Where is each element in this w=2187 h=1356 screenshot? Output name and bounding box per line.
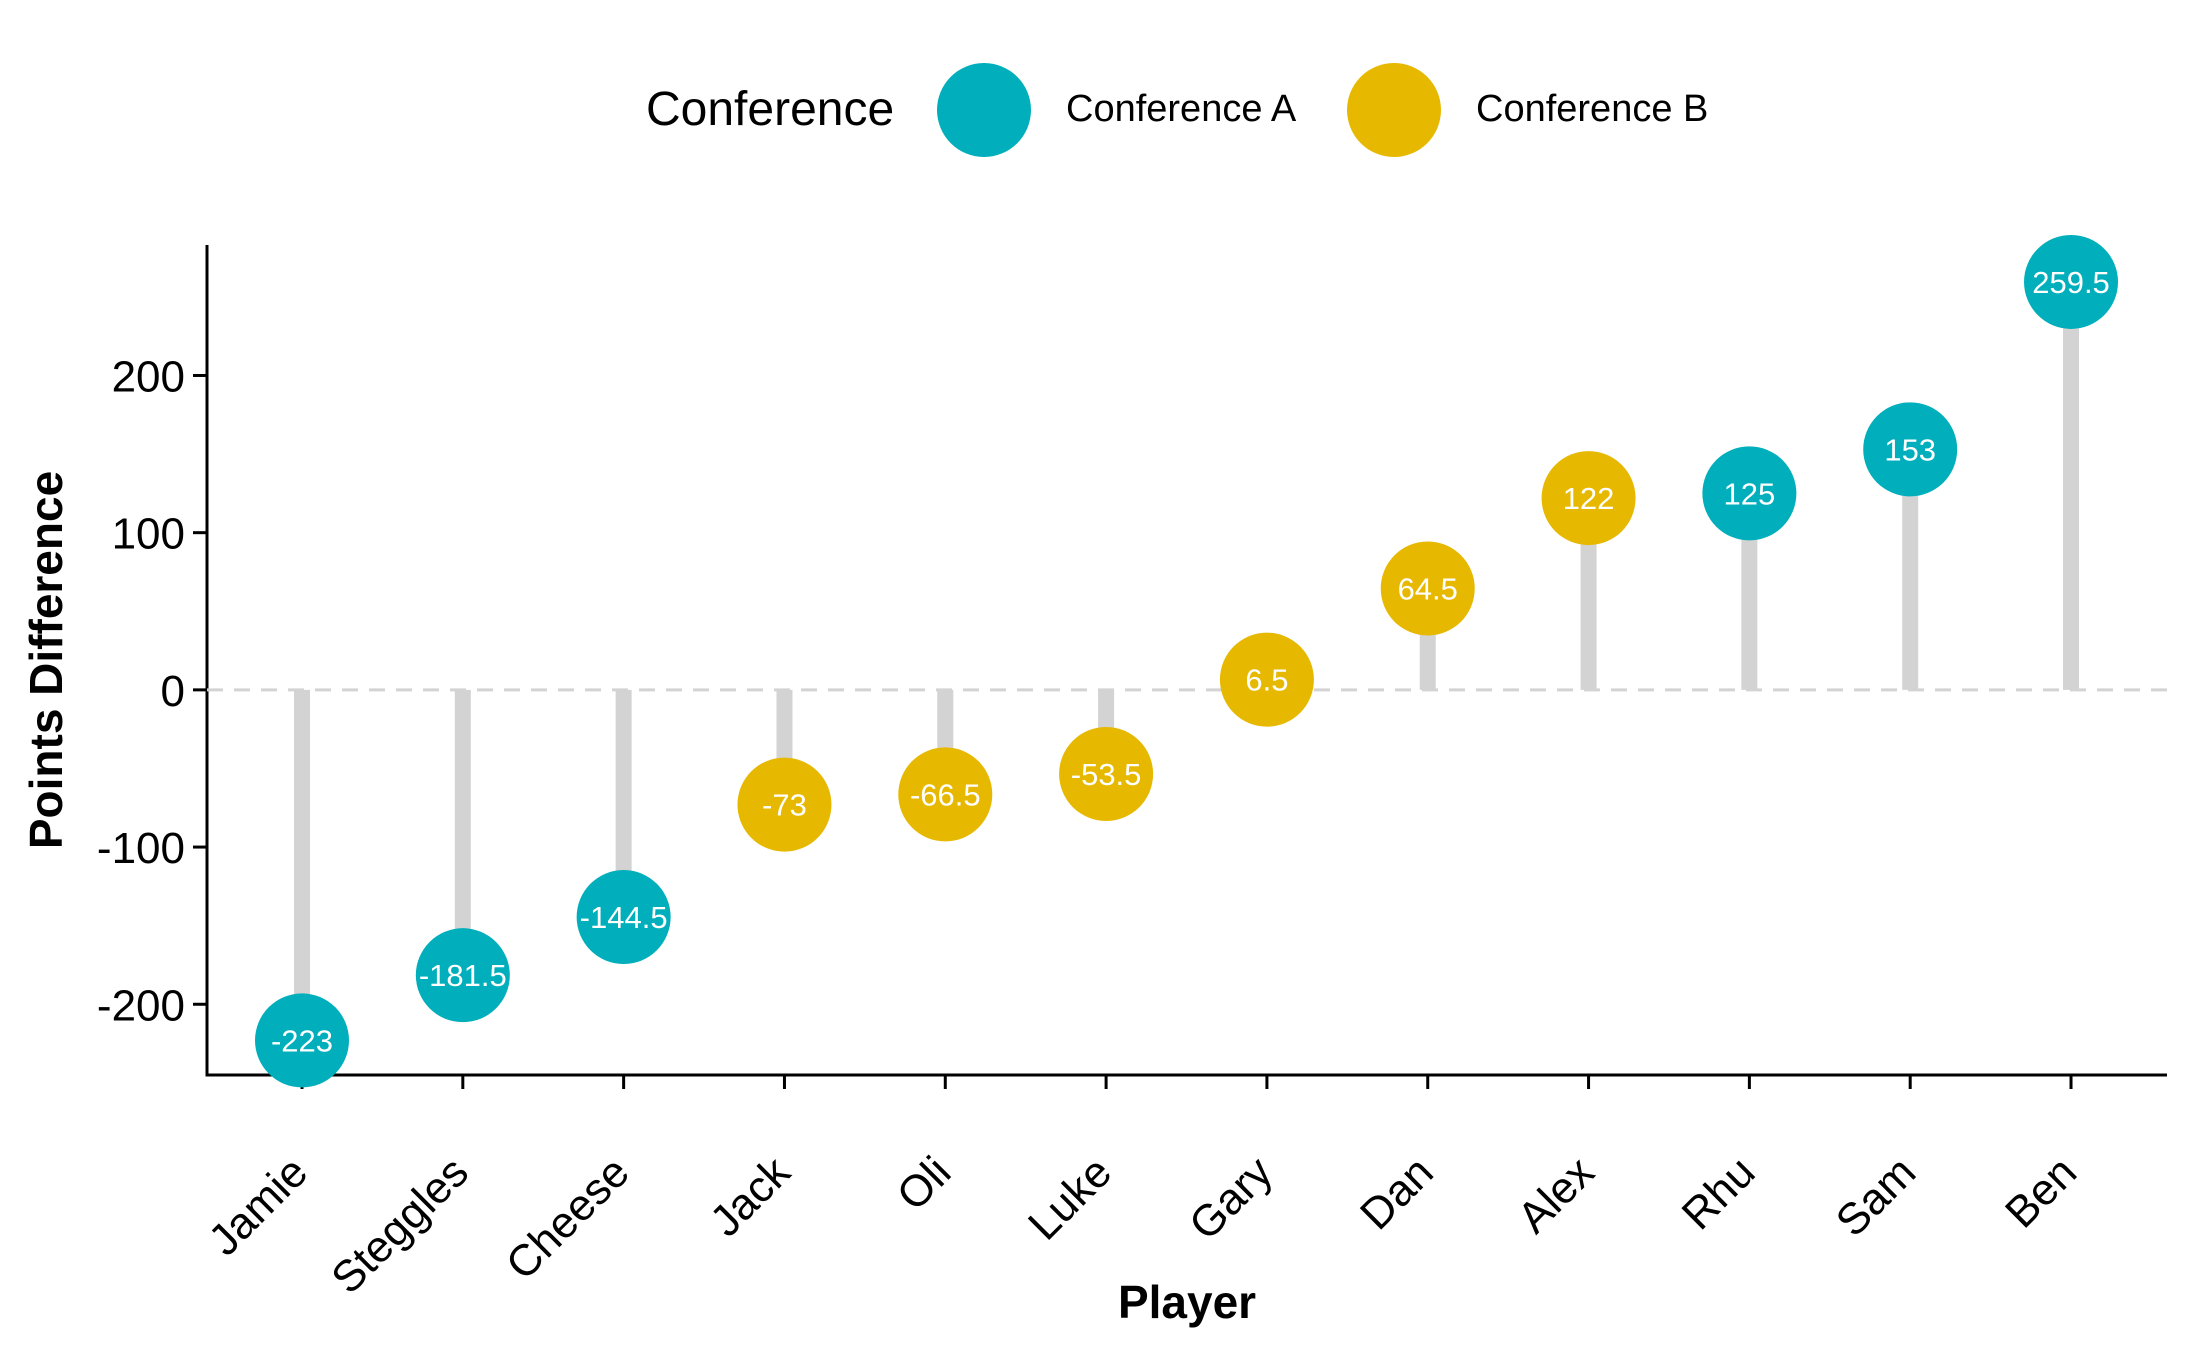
legend-label: Conference A xyxy=(1066,88,1297,130)
point-gary xyxy=(1219,632,1314,727)
value-label-jamie: -223 xyxy=(271,1023,333,1058)
value-label-sam: 153 xyxy=(1884,432,1936,467)
value-label-cheese: -144.5 xyxy=(580,900,668,935)
value-label-steggles: -181.5 xyxy=(419,958,507,993)
x-tick-label-dan: Dan xyxy=(1351,1147,1443,1239)
legend-key-conference-a xyxy=(937,63,1031,157)
x-tick-label-sam: Sam xyxy=(1827,1147,1926,1246)
value-label-jack: -73 xyxy=(762,788,807,823)
stems xyxy=(294,281,2080,1041)
x-tick-label-gary: Gary xyxy=(1180,1147,1282,1249)
value-label-gary: 6.5 xyxy=(1245,663,1288,698)
point-jack xyxy=(737,757,832,852)
x-tick-label-ben: Ben xyxy=(1996,1147,2086,1237)
y-tick-labels: -200 -100 0 100 200 xyxy=(97,352,185,1030)
y-tick-label: 0 xyxy=(161,667,185,716)
legend-title: Conference xyxy=(646,83,894,136)
point-sam xyxy=(1863,402,1958,497)
value-label-dan: 64.5 xyxy=(1398,571,1458,606)
x-tick-label-jamie: Jamie xyxy=(199,1147,317,1265)
value-label-rhu: 125 xyxy=(1724,476,1776,511)
point-luke xyxy=(1059,726,1154,821)
legend-key-conference-b xyxy=(1347,63,1441,157)
value-label-ben: 259.5 xyxy=(2032,265,2110,300)
y-axis-title: Points Difference xyxy=(20,471,72,849)
points xyxy=(255,234,2119,1088)
point-ben xyxy=(2024,234,2119,329)
point-jamie xyxy=(255,993,349,1088)
point-steggles xyxy=(415,928,510,1023)
point-alex xyxy=(1541,451,1636,546)
x-axis-title: Player xyxy=(1118,1276,1256,1328)
value-label-alex: 122 xyxy=(1563,481,1615,516)
y-tick-label: 200 xyxy=(112,352,185,401)
point-dan xyxy=(1380,541,1475,636)
y-tick-label: 100 xyxy=(112,510,185,559)
x-tick-label-rhu: Rhu xyxy=(1673,1147,1765,1239)
value-label-oli: -66.5 xyxy=(910,777,981,812)
point-oli xyxy=(898,747,993,842)
point-labels: -223 -181.5 -144.5 -73 -66.5 -53.5 6.5 64.5 122 1… xyxy=(271,265,2110,1058)
x-tick-label-steggles: Steggles xyxy=(322,1147,478,1303)
value-label-luke: -53.5 xyxy=(1071,757,1142,792)
y-tick-label: -200 xyxy=(97,981,185,1030)
point-rhu xyxy=(1702,446,1797,541)
legend: Conference Conference A Conference B xyxy=(646,63,1708,157)
x-tick-label-alex: Alex xyxy=(1508,1147,1603,1242)
axes xyxy=(193,245,2167,1089)
legend-label: Conference B xyxy=(1476,88,1708,130)
point-cheese xyxy=(576,870,671,965)
x-tick-label-oli: Oli xyxy=(888,1147,961,1220)
x-tick-label-cheese: Cheese xyxy=(497,1147,639,1289)
y-tick-label: -100 xyxy=(97,824,185,873)
x-tick-label-luke: Luke xyxy=(1019,1147,1121,1249)
x-tick-label-jack: Jack xyxy=(701,1147,800,1246)
legend-items: Conference A Conference B xyxy=(937,63,1708,157)
